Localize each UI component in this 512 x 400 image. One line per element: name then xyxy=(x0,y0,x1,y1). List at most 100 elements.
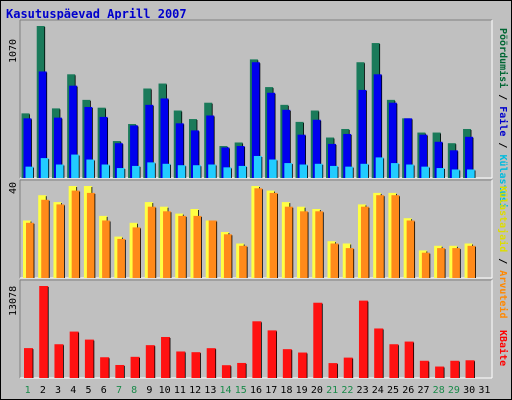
visits-bar-13 xyxy=(208,164,217,178)
visits-bar-20 xyxy=(314,163,323,178)
visits-bar-26 xyxy=(406,164,415,178)
visits-bar-23 xyxy=(360,163,369,178)
day-label-4: 4 xyxy=(70,385,76,396)
kbytes-bar-12 xyxy=(191,352,201,378)
visits-bar-14 xyxy=(223,167,232,178)
kbytes-bar-13 xyxy=(206,348,216,378)
files-bar-17 xyxy=(267,92,276,178)
day-label-11: 11 xyxy=(174,385,186,396)
day-label-1: 1 xyxy=(25,385,31,396)
hosts-bar-10 xyxy=(163,211,172,278)
kbytes-bar-22 xyxy=(343,357,353,378)
kbytes-bar-9 xyxy=(145,345,155,378)
chart-title: Kasutuspäevad Aprill 2007 xyxy=(6,7,187,21)
visits-bar-7 xyxy=(116,168,125,178)
kbytes-bar-23 xyxy=(358,300,368,378)
day-label-20: 20 xyxy=(311,385,323,396)
hosts-bar-7 xyxy=(117,238,126,278)
files-bar-26 xyxy=(404,118,413,178)
day-label-27: 27 xyxy=(417,385,429,396)
hosts-bar-24 xyxy=(376,195,385,278)
visits-bar-11 xyxy=(177,165,186,178)
kbytes-bar-19 xyxy=(298,352,308,378)
files-bar-14 xyxy=(221,147,230,178)
day-label-22: 22 xyxy=(341,385,353,396)
day-label-13: 13 xyxy=(204,385,216,396)
hosts-bar-22 xyxy=(345,248,354,278)
hosts-bar-16 xyxy=(254,188,263,278)
day-label-21: 21 xyxy=(326,385,338,396)
visits-bar-3 xyxy=(55,164,64,178)
hosts-bar-6 xyxy=(102,220,111,278)
day-label-9: 9 xyxy=(146,385,152,396)
day-label-31: 31 xyxy=(478,385,490,396)
files-bar-27 xyxy=(419,134,428,178)
files-bar-24 xyxy=(373,74,382,178)
visits-bar-22 xyxy=(345,166,354,178)
day-label-5: 5 xyxy=(86,385,92,396)
files-bar-19 xyxy=(297,134,306,178)
hosts-bar-8 xyxy=(132,227,141,278)
hosts-bar-4 xyxy=(71,190,80,278)
files-bar-28 xyxy=(434,141,443,178)
day-label-25: 25 xyxy=(387,385,399,396)
hosts-bar-9 xyxy=(147,206,156,278)
visits-bar-24 xyxy=(375,157,384,178)
kbytes-bar-16 xyxy=(252,321,262,378)
kbytes-bar-4 xyxy=(69,331,79,378)
hosts-bar-18 xyxy=(284,206,293,278)
kbytes-bar-10 xyxy=(161,336,171,378)
day-label-8: 8 xyxy=(131,385,137,396)
day-label-3: 3 xyxy=(55,385,61,396)
day-label-7: 7 xyxy=(116,385,122,396)
kbytes-bar-17 xyxy=(267,330,277,378)
visits-bar-19 xyxy=(299,164,308,178)
files-bar-12 xyxy=(190,130,199,178)
files-bar-8 xyxy=(130,125,139,178)
day-label-6: 6 xyxy=(101,385,107,396)
hosts-bar-28 xyxy=(437,248,446,278)
kbytes-bar-3 xyxy=(54,344,64,378)
kbytes-bar-24 xyxy=(374,328,384,378)
files-bar-13 xyxy=(206,115,215,178)
day-label-17: 17 xyxy=(265,385,277,396)
day-label-26: 26 xyxy=(402,385,414,396)
files-bar-5 xyxy=(84,106,93,178)
files-bar-29 xyxy=(449,150,458,178)
kbytes-bar-25 xyxy=(389,344,399,378)
kbytes-bar-28 xyxy=(435,366,445,378)
hosts-bar-20 xyxy=(315,211,324,278)
files-bar-18 xyxy=(282,109,291,178)
kbytes-bar-14 xyxy=(221,365,231,378)
files-bar-21 xyxy=(328,143,337,178)
kbytes-bar-11 xyxy=(176,351,186,378)
files-bar-30 xyxy=(465,136,474,178)
kbytes-bar-21 xyxy=(328,363,338,378)
day-label-18: 18 xyxy=(280,385,292,396)
kbytes-bar-5 xyxy=(84,339,94,378)
visits-bar-28 xyxy=(436,168,445,178)
hosts-bar-30 xyxy=(467,245,476,278)
day-label-29: 29 xyxy=(448,385,460,396)
kbytes-bar-6 xyxy=(100,357,110,378)
visits-bar-4 xyxy=(71,154,80,178)
visits-bar-15 xyxy=(238,165,247,178)
files-bar-11 xyxy=(175,123,184,178)
files-bar-7 xyxy=(114,143,123,178)
visits-bar-5 xyxy=(86,159,95,178)
kbytes-bar-1 xyxy=(24,348,33,378)
files-bar-1 xyxy=(23,118,32,178)
hosts-bar-26 xyxy=(406,220,415,278)
visits-bar-9 xyxy=(147,162,156,178)
files-bar-25 xyxy=(388,102,397,178)
day-label-19: 19 xyxy=(296,385,308,396)
day-label-16: 16 xyxy=(250,385,262,396)
kbytes-bar-8 xyxy=(130,356,140,378)
kbytes-bar-20 xyxy=(313,302,323,378)
files-bar-10 xyxy=(160,98,169,178)
day-label-28: 28 xyxy=(433,385,445,396)
visits-bar-8 xyxy=(132,165,141,178)
files-bar-16 xyxy=(251,62,260,178)
day-label-14: 14 xyxy=(220,385,232,396)
hosts-bar-21 xyxy=(330,243,339,278)
